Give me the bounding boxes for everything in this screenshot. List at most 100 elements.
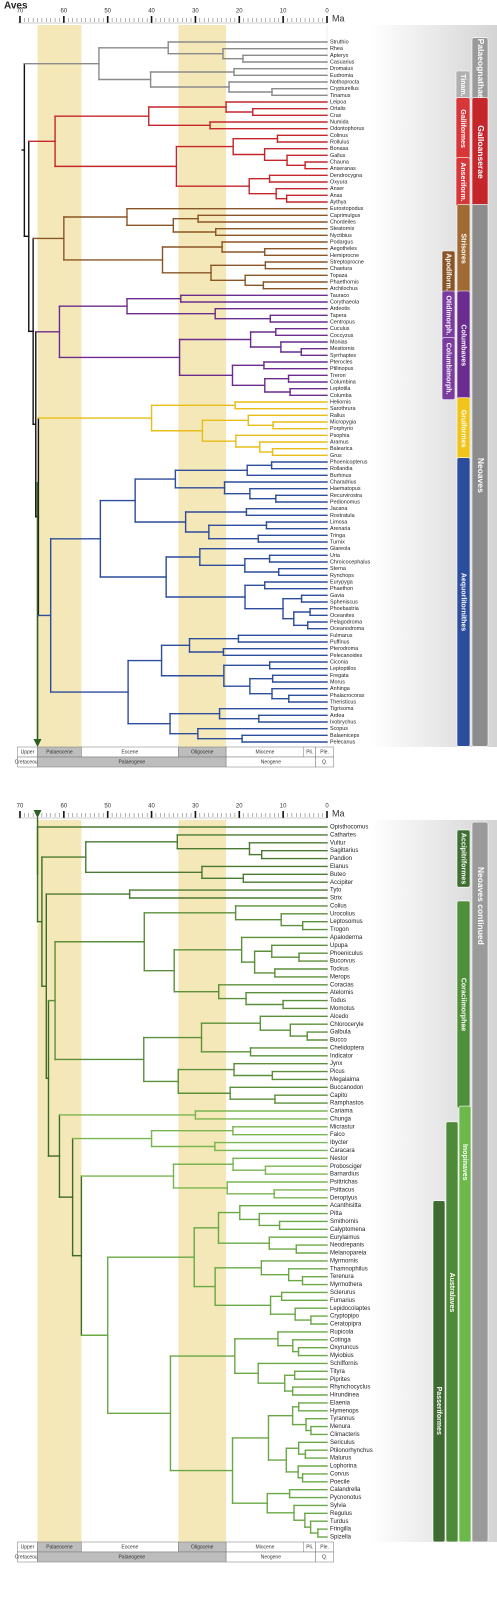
taxon-label: Micrastur xyxy=(330,1124,355,1130)
taxon-label: Tyrannus xyxy=(330,1416,355,1422)
taxon-label: Heliornis xyxy=(330,399,351,405)
taxon-label: Cotinga xyxy=(330,1337,351,1343)
epoch-label: Pli. xyxy=(306,749,313,755)
taxon-label: Cariama xyxy=(330,1109,353,1115)
clade-label: Galliformes xyxy=(459,109,466,148)
clade-label: Gruiformes xyxy=(460,410,467,448)
taxon-label: Tityra xyxy=(330,1369,345,1375)
clade-box xyxy=(458,1105,472,1543)
taxon-label: Phaethornis xyxy=(330,279,359,285)
taxon-label: Leptotila xyxy=(330,386,350,392)
epoch-label: Palaeocene xyxy=(46,1544,73,1550)
taxon-label: Chunga xyxy=(330,1116,352,1122)
clade-label: Neoaves continued xyxy=(476,867,486,945)
time-tick-label: 60 xyxy=(60,9,67,15)
taxon-label: Lophorina xyxy=(330,1464,357,1470)
taxon-label: Momotus xyxy=(330,1006,355,1012)
clade-label: Passeriformes xyxy=(435,1387,442,1435)
taxon-label: Merops xyxy=(330,974,350,980)
taxon-label: Nestor xyxy=(330,1156,348,1162)
taxon-label: Opisthocomus xyxy=(330,825,368,831)
epoch-label: Upper xyxy=(21,749,35,755)
epoch-label: Ple. xyxy=(320,1544,329,1550)
epoch-label: Upper xyxy=(21,1544,35,1550)
clade-box xyxy=(445,1121,459,1543)
taxon-label: Deroptyus xyxy=(330,1195,357,1201)
taxon-label: Phalacrocorax xyxy=(330,693,365,699)
taxon-label: Todus xyxy=(330,998,346,1004)
clade-box xyxy=(432,1200,446,1543)
time-tick-label: 0 xyxy=(325,804,329,810)
taxon-label: Fringilla xyxy=(330,1527,352,1533)
clade-label: Palaeognathae xyxy=(476,39,486,99)
continuation-arrow xyxy=(33,739,42,747)
taxon-label: Ibycter xyxy=(330,1140,348,1146)
taxon-label: Streptoprocne xyxy=(330,259,364,265)
clade-label: Strisores xyxy=(460,233,467,263)
period-label: Cretaceous xyxy=(15,1554,41,1560)
taxon-label: Myrmornis xyxy=(330,1258,358,1264)
period-label: Q. xyxy=(322,1554,327,1560)
taxon-label: Ardeotis xyxy=(330,306,350,312)
taxon-label: Anas xyxy=(330,193,343,199)
taxon-label: Cathartes xyxy=(330,832,356,838)
taxon-label: Urocolius xyxy=(330,911,355,917)
taxon-label: Menura xyxy=(330,1424,351,1430)
taxon-label: Pelecanoides xyxy=(330,653,363,659)
taxon-label: Dromaius xyxy=(330,66,353,72)
taxon-label: Caracara xyxy=(330,1148,355,1154)
clade-label: Australaves xyxy=(448,1273,455,1313)
taxon-label: Sarothrura xyxy=(330,406,355,412)
taxon-label: Nyctibius xyxy=(330,233,352,239)
clade-label: Anseriform. xyxy=(459,162,466,201)
taxon-label: Sterna xyxy=(330,566,346,572)
taxon-label: Alcedo xyxy=(330,1014,349,1020)
taxon-label: Crax xyxy=(330,113,342,119)
taxon-label: Mesitornis xyxy=(330,346,355,352)
taxon-label: Pedionomus xyxy=(330,499,360,505)
taxon-label: Melanopareia xyxy=(330,1251,367,1257)
time-tick-label: 70 xyxy=(17,804,24,810)
taxon-label: Sericulus xyxy=(330,1440,355,1446)
taxon-label: Rollulus xyxy=(330,139,349,145)
taxon-label: Gavia xyxy=(330,593,344,599)
taxon-label: Atelornis xyxy=(330,990,353,996)
taxon-label: Rhea xyxy=(330,46,343,52)
taxon-label: Tringa xyxy=(330,533,345,539)
epoch-label: Pli. xyxy=(306,1544,313,1550)
taxon-label: Pterodroma xyxy=(330,646,358,652)
taxon-label: Colius xyxy=(330,903,347,909)
taxon-label: Tyto xyxy=(330,888,342,894)
taxon-label: Probosciger xyxy=(330,1164,362,1170)
continuation-arrow xyxy=(33,810,42,818)
taxon-label: Steatornis xyxy=(330,226,355,232)
taxon-label: Recurvirostra xyxy=(330,493,362,499)
taxon-label: Phoenicopterus xyxy=(330,459,368,465)
clade-box xyxy=(441,337,456,400)
taxon-label: Colinus xyxy=(330,133,348,139)
taxon-label: Ramphastos xyxy=(330,1101,364,1107)
epoch-label: Miocene xyxy=(255,749,274,755)
taxon-label: Barnardius xyxy=(330,1172,359,1178)
taxon-label: Tigrisoma xyxy=(330,706,353,712)
taxon-label: Thamnophilus xyxy=(330,1266,368,1272)
period-cell xyxy=(315,1551,334,1563)
time-tick-label: 40 xyxy=(148,9,155,15)
taxon-label: Eudromia xyxy=(330,73,353,79)
taxon-label: Piprites xyxy=(330,1377,350,1383)
time-tick-label: 30 xyxy=(192,804,199,810)
taxon-label: Phoebastria xyxy=(330,606,359,612)
taxon-label: Puffinus xyxy=(330,639,350,645)
taxon-label: Phoeniculus xyxy=(330,951,363,957)
epoch-shade xyxy=(178,820,227,1542)
taxon-label: Aegotheles xyxy=(330,246,357,252)
taxon-label: Rallus xyxy=(330,413,345,419)
taxon-label: Megalaima xyxy=(330,1077,360,1083)
taxon-label: Charadrius xyxy=(330,479,357,485)
taxon-label: Scopus xyxy=(330,726,348,732)
time-tick-label: 20 xyxy=(236,804,243,810)
clade-label: Accipitriformes xyxy=(460,833,467,884)
taxon-label: Fulmarus xyxy=(330,633,353,639)
time-unit: Ma xyxy=(332,13,345,23)
